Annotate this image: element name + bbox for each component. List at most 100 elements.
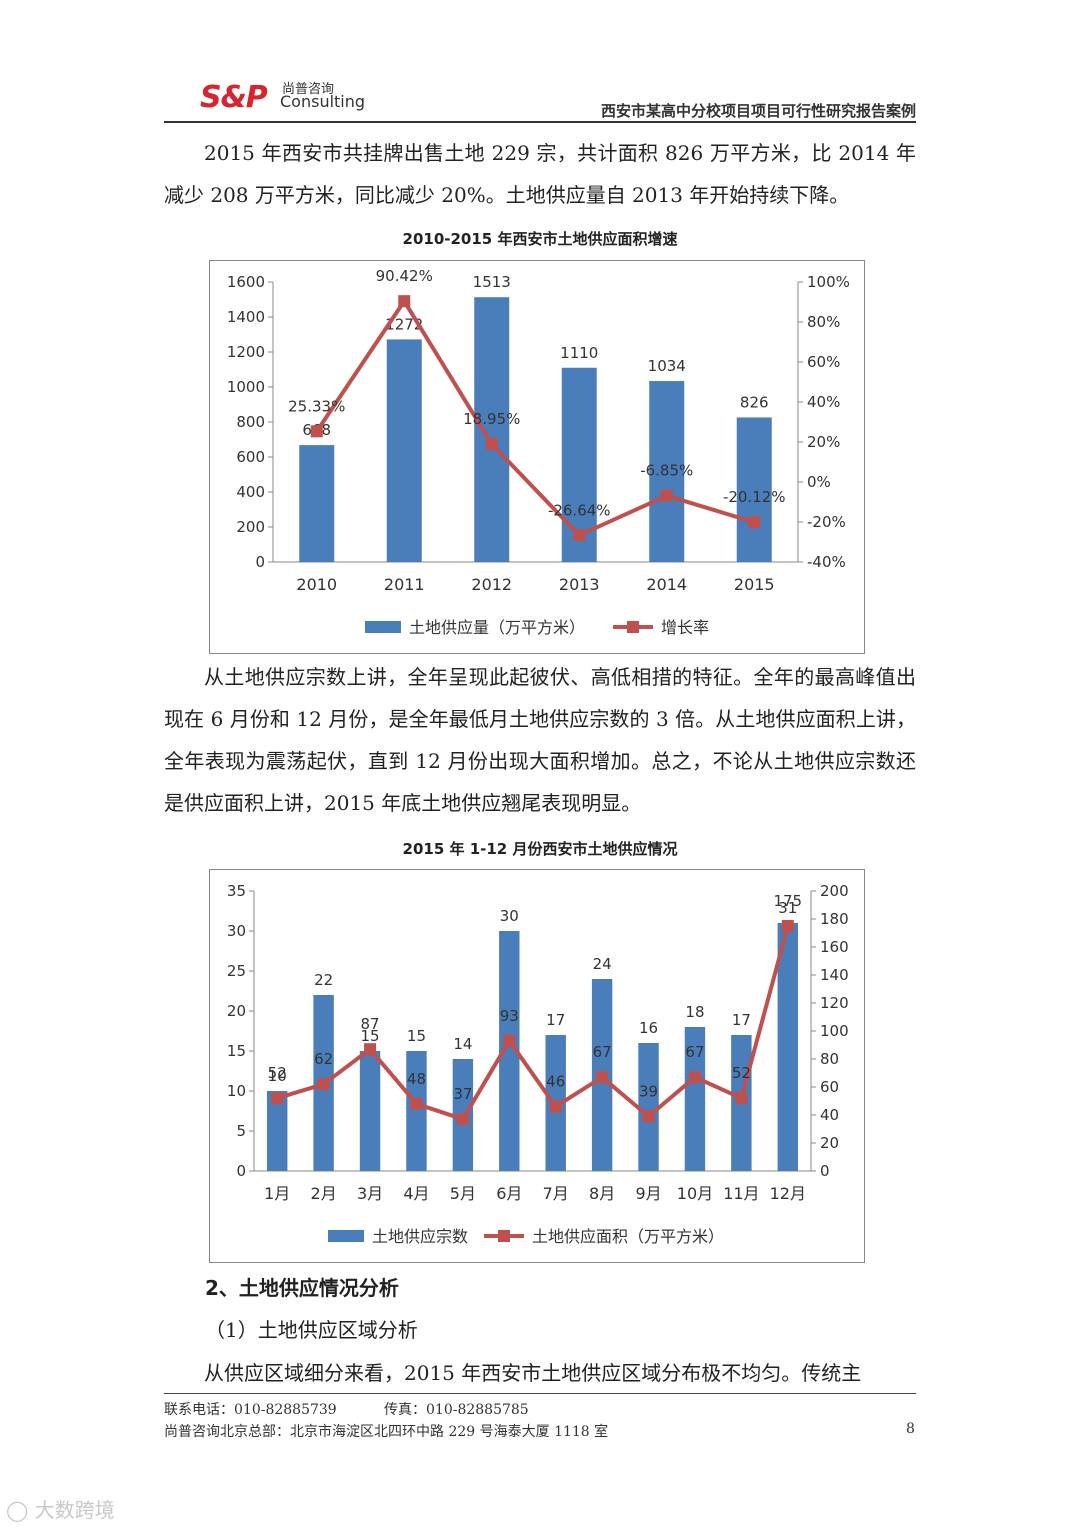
chart2-category-label: 6月	[496, 1184, 522, 1203]
header-divider	[164, 121, 916, 123]
chart2-bar	[638, 1043, 659, 1171]
chart2-category-label: 1月	[264, 1184, 290, 1203]
chart2-left-tick-label: 25	[227, 962, 246, 980]
chart1-left-tick-label: 200	[236, 518, 265, 536]
chart1-title: 2010-2015 年西安市土地供应面积增速	[402, 230, 678, 248]
chart1-left-tick-label: 600	[236, 448, 265, 466]
chart2-right-tick-label: 200	[820, 882, 849, 900]
chart2-bar-label: 22	[314, 971, 333, 989]
paragraph-land-supply-summary: 2015 年西安市共挂牌出售土地 229 宗，共计面积 826 万平方米，比 2…	[164, 141, 916, 207]
chart2-category-label: 12月	[770, 1184, 806, 1203]
chart1-category-label: 2010	[296, 575, 337, 594]
chart2-right-tick-label: 180	[820, 910, 849, 928]
chart1-right-tick-label: -20%	[807, 513, 846, 531]
chart2-category-label: 10月	[677, 1184, 713, 1203]
chart2-line-marker	[410, 1097, 423, 1110]
chart1-left-tick-label: 1600	[227, 273, 265, 291]
chart1-line-label: -26.64%	[548, 501, 611, 519]
logo-en-text: Consulting	[280, 92, 366, 111]
watermark-icon: ◯	[6, 1498, 29, 1522]
chart1-bar	[649, 381, 685, 562]
chart2-right-tick-label: 160	[820, 938, 849, 956]
chart2-left-tick-label: 35	[227, 882, 246, 900]
chart1-line-label: 18.95%	[463, 410, 520, 428]
paragraph-monthly-analysis: 从土地供应宗数上讲，全年呈现此起彼伏、高低相措的特征。全年的最高峰值出现在 6 …	[164, 665, 916, 815]
chart2-line-label: 52	[268, 1064, 287, 1082]
chart1-line-marker	[660, 489, 673, 502]
chart2-line-marker	[549, 1100, 562, 1113]
watermark: ◯ 大数跨境	[6, 1494, 115, 1523]
chart1-bar-label: 1034	[648, 357, 686, 375]
chart2-line-marker	[364, 1043, 377, 1056]
chart1-category-label: 2015	[734, 575, 775, 594]
chart2-bar-label: 18	[685, 1003, 704, 1021]
chart2-line-marker	[781, 920, 794, 932]
section-heading: 2、土地供应情况分析	[205, 1276, 399, 1300]
chart2-line-label: 87	[360, 1015, 379, 1033]
chart2-svg: 0 5 10 15 20 25 30 35 0 20 40 60 80 100 120 140 160 180 20…	[227, 882, 849, 1246]
chart2-legend-bar-swatch	[328, 1230, 364, 1242]
chart1-category-label: 2013	[559, 575, 600, 594]
chart1-bar	[299, 445, 335, 562]
chart2-bar	[499, 931, 520, 1171]
chart1-bar	[474, 297, 510, 562]
chart2-category-label: 9月	[635, 1184, 661, 1203]
chart1-right-tick-label: 100%	[807, 273, 850, 291]
chart2-line-label: 67	[685, 1043, 704, 1061]
chart1-line-label: -6.85%	[640, 462, 693, 480]
chart2-line-marker	[596, 1071, 609, 1084]
chart2-right-tick-label: 120	[820, 994, 849, 1012]
chart2-category-label: 11月	[723, 1184, 759, 1203]
chart2-legend-bar-label: 土地供应宗数	[372, 1227, 468, 1246]
page-number: 8	[906, 1421, 915, 1437]
chart2-right-tick-label: 0	[820, 1162, 830, 1180]
chart1-legend-bar-swatch	[365, 621, 401, 633]
watermark-text: 大数跨境	[34, 1498, 115, 1522]
chart2-bar	[266, 1091, 288, 1171]
chart2-left-tick-label: 20	[227, 1002, 246, 1020]
chart1-bar-label: 1110	[560, 344, 598, 362]
chart1-bar-label: 826	[740, 393, 769, 411]
chart2-category-label: 8月	[589, 1184, 615, 1203]
chart2-bar	[359, 1051, 381, 1171]
sub-heading: （1）土地供应区域分析	[205, 1318, 418, 1342]
footer-phone: 联系电话：010-82885739	[164, 1402, 337, 1418]
chart2-bar-label: 17	[546, 1011, 565, 1029]
chart1-container: 0 200 400 600 800 1000 1200 1400 1600 -40% -20% 0% 2…	[209, 260, 865, 654]
chart1-line-marker	[310, 425, 323, 438]
chart1-line-marker	[398, 295, 411, 308]
chart2-line	[276, 925, 790, 1122]
chart1-line-label: 25.33%	[288, 397, 345, 415]
chart1-left-tick-label: 1200	[227, 343, 265, 361]
chart2-category-label: 3月	[357, 1184, 383, 1203]
chart2-line-label: 67	[593, 1043, 612, 1061]
chart2-left-tick-label: 5	[236, 1122, 246, 1140]
chart1-left-tick-label: 400	[236, 483, 265, 501]
chart1-left-tick-label: 0	[255, 553, 265, 571]
chart1-legend-line-marker	[627, 621, 639, 633]
chart2-title: 2015 年 1-12 月份西安市土地供应情况	[402, 840, 678, 858]
chart2-right-tick-label: 60	[820, 1078, 839, 1096]
chart2-line-label: 39	[639, 1082, 658, 1100]
chart1-line-label: -20.12%	[723, 488, 786, 506]
chart2-bar	[684, 1027, 706, 1171]
chart1-line-marker	[748, 516, 761, 529]
chart2-line-label: 46	[546, 1073, 565, 1091]
chart2-category-label: 5月	[450, 1184, 476, 1203]
chart2-bar-label: 10	[268, 1067, 287, 1085]
chart2-line-label: 175	[773, 892, 802, 910]
chart1-category-label: 2012	[471, 575, 512, 594]
document-title: 西安市某高中分校项目项目可行性研究报告案例	[600, 102, 916, 120]
chart2-right-tick-label: 20	[820, 1134, 839, 1152]
chart2-category-label: 4月	[403, 1184, 429, 1203]
chart2-bar-label: 15	[407, 1027, 426, 1045]
chart2-bar-label: 16	[639, 1019, 658, 1037]
chart1-legend-line-label: 增长率	[661, 618, 709, 637]
chart2-right-tick-label: 100	[820, 1022, 849, 1040]
footer-address: 尚普咨询北京总部：北京市海淀区北四环中路 229 号海泰大厦 1118 室	[164, 1424, 609, 1440]
chart2-line-label: 52	[732, 1064, 751, 1082]
chart2-legend-line-label: 土地供应面积（万平方米）	[532, 1227, 724, 1246]
footer-fax: 传真：010-82885785	[384, 1402, 529, 1418]
chart1-category-label: 2011	[384, 575, 425, 594]
chart1-bar-label: 1513	[473, 273, 511, 291]
